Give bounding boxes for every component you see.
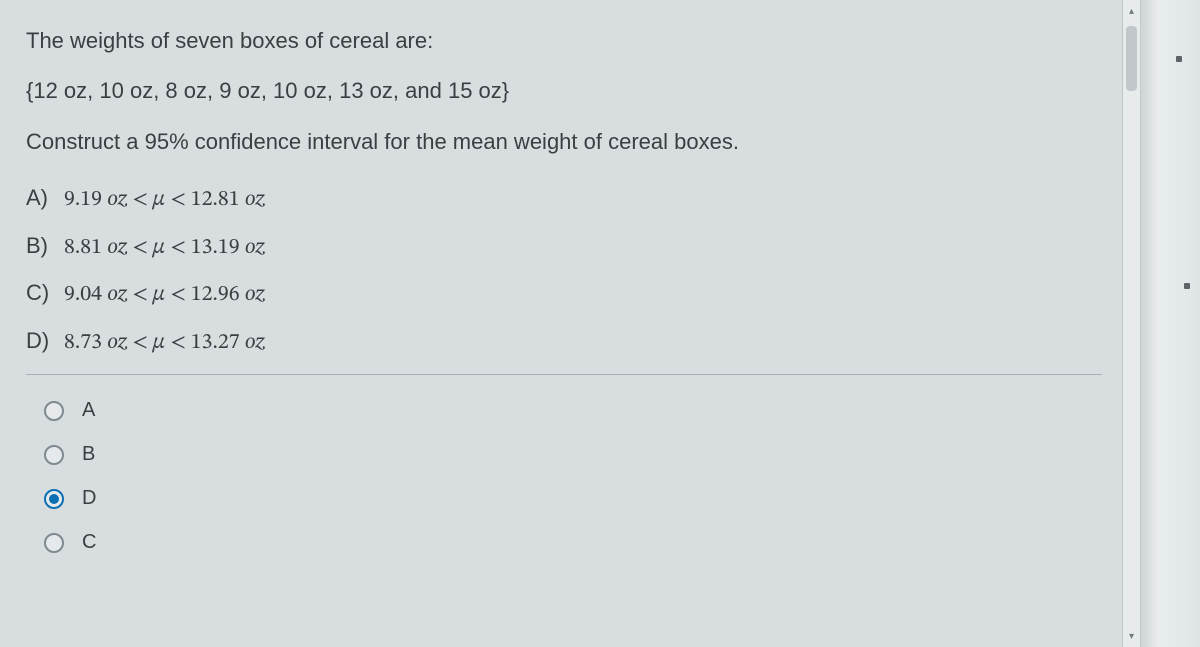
- question-prompt: The weights of seven boxes of cereal are…: [26, 26, 1102, 56]
- radio-choice-c[interactable]: C: [44, 521, 1102, 565]
- answer-option-b: B) 8.81 oz < μ < 13.19 oz: [26, 231, 1102, 264]
- radio-icon: [44, 533, 64, 553]
- chevron-down-icon: ▾: [1129, 631, 1134, 642]
- answer-option-c: C) 9.04 oz < μ < 12.96 oz: [26, 278, 1102, 311]
- option-label: D): [26, 326, 56, 356]
- radio-label: B: [82, 441, 95, 468]
- radio-dot-icon: [49, 538, 59, 548]
- answer-option-d: D) 8.73 oz < μ < 13.27 oz: [26, 326, 1102, 359]
- radio-label: A: [82, 397, 95, 424]
- radio-icon: [44, 489, 64, 509]
- edge-speck: [1176, 56, 1182, 62]
- radio-choice-d[interactable]: D: [44, 477, 1102, 521]
- radio-dot-icon: [49, 494, 59, 504]
- option-interval: 8.81 oz < μ < 13.19 oz: [64, 234, 265, 264]
- radio-icon: [44, 445, 64, 465]
- scroll-up-button[interactable]: ▴: [1123, 0, 1140, 22]
- answer-option-a: A) 9.19 oz < μ < 12.81 oz: [26, 183, 1102, 216]
- option-label: A): [26, 183, 56, 213]
- option-label: B): [26, 231, 56, 261]
- radio-choice-b[interactable]: B: [44, 433, 1102, 477]
- scroll-thumb[interactable]: [1126, 26, 1137, 91]
- edge-speck: [1184, 283, 1190, 289]
- radio-choice-a[interactable]: A: [44, 389, 1102, 433]
- answer-option-list: A) 9.19 oz < μ < 12.81 oz B) 8.81 oz < μ…: [26, 183, 1102, 359]
- question-dataset: {12 oz, 10 oz, 8 oz, 9 oz, 10 oz, 13 oz,…: [26, 76, 1102, 106]
- option-interval: 9.19 oz < μ < 12.81 oz: [64, 186, 265, 216]
- radio-dot-icon: [49, 406, 59, 416]
- answer-radio-group: ABDC: [26, 389, 1102, 565]
- page-edge: [1140, 0, 1200, 647]
- option-label: C): [26, 278, 56, 308]
- radio-label: D: [82, 485, 96, 512]
- chevron-up-icon: ▴: [1129, 6, 1134, 17]
- scroll-down-button[interactable]: ▾: [1123, 625, 1140, 647]
- question-instruction: Construct a 95% confidence interval for …: [26, 127, 1102, 157]
- radio-icon: [44, 401, 64, 421]
- section-divider: [26, 374, 1102, 375]
- radio-label: C: [82, 529, 96, 556]
- question-card: The weights of seven boxes of cereal are…: [0, 0, 1122, 647]
- radio-dot-icon: [49, 450, 59, 460]
- vertical-scrollbar[interactable]: ▴ ▾: [1122, 0, 1140, 647]
- option-interval: 9.04 oz < μ < 12.96 oz: [64, 281, 265, 311]
- option-interval: 8.73 oz < μ < 13.27 oz: [64, 329, 265, 359]
- right-gutter: ▴ ▾: [1122, 0, 1200, 647]
